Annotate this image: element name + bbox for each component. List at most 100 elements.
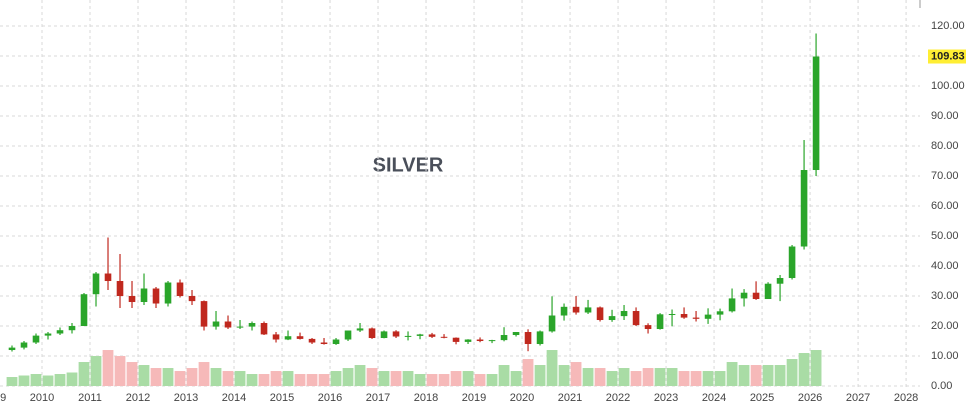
candle-body (560, 306, 568, 316)
candle-body (608, 316, 616, 321)
candle-body (428, 334, 436, 337)
candle-body (260, 323, 268, 335)
volume-bar (102, 350, 114, 387)
candle-body (452, 337, 460, 342)
candle-body (728, 298, 736, 312)
volume-bar (318, 374, 330, 387)
candle-body (716, 311, 724, 315)
volume-bar (78, 362, 90, 387)
x-tick-label: 2012 (126, 392, 150, 404)
x-tick-label: 2023 (654, 392, 678, 404)
candle-body (176, 282, 184, 297)
y-tick-label: 120.00 (931, 20, 965, 32)
candle-body (812, 56, 820, 171)
volume-bar (726, 362, 738, 387)
volume-bar (306, 374, 318, 387)
candle-body (620, 311, 628, 317)
volume-bar (270, 371, 282, 387)
volume-bar (690, 371, 702, 387)
y-tick-label: 40.00 (931, 260, 959, 272)
candle-body (524, 332, 532, 345)
volume-bar (570, 362, 582, 387)
candle-body (692, 317, 700, 319)
volume-bar (42, 375, 54, 387)
volume-bar (654, 368, 666, 387)
last-price-label: 109.83 (931, 50, 965, 62)
x-tick-label: 2017 (366, 392, 390, 404)
candle-body (32, 335, 40, 343)
candle-body (800, 170, 808, 247)
x-tick-label: 2022 (606, 392, 630, 404)
candle-body (440, 336, 448, 338)
volume-bar (138, 365, 150, 387)
x-tick-label: 2016 (318, 392, 342, 404)
x-tick-label: 2021 (558, 392, 582, 404)
candle-body (644, 325, 652, 330)
volume-bar (426, 374, 438, 387)
x-tick-label: 2024 (702, 392, 726, 404)
candle-body (68, 326, 76, 331)
x-tick-label: 2027 (846, 392, 870, 404)
candle-body (332, 339, 340, 345)
candle-body (488, 340, 496, 342)
candle-body (80, 294, 88, 327)
candle-body (296, 336, 304, 339)
volume-bar (282, 371, 294, 387)
candle-body (464, 339, 472, 342)
y-tick-label: 10.00 (931, 350, 959, 362)
candle-body (632, 311, 640, 326)
candle-body (572, 306, 580, 313)
volume-bar (798, 353, 810, 387)
candle-body (236, 326, 244, 328)
candle-body (668, 314, 676, 316)
volume-bar (126, 362, 138, 387)
volume-bar (522, 359, 534, 387)
volume-bar (618, 368, 630, 387)
volume-bar (18, 375, 30, 387)
candle-body (128, 296, 136, 303)
candle-body (752, 292, 760, 300)
volume-bar (582, 368, 594, 387)
candle-body (404, 335, 412, 337)
candle-body (368, 328, 376, 339)
volume-bar (630, 371, 642, 387)
candle-body (500, 335, 508, 341)
last-price-box (928, 49, 966, 64)
x-tick-label: 2013 (174, 392, 198, 404)
candle-body (248, 323, 256, 327)
candle-body (200, 301, 208, 327)
volume-bar (474, 374, 486, 387)
volume-bar (162, 368, 174, 387)
x-tick-label: 2019 (462, 392, 486, 404)
volume-bar (786, 359, 798, 387)
candle-body (344, 330, 352, 340)
y-tick-label: 60.00 (931, 200, 959, 212)
candle-body (284, 336, 292, 340)
candle-body (380, 331, 388, 339)
x-tick-label: 2028 (894, 392, 918, 404)
chart-title: SILVER (373, 154, 444, 176)
candle-body (164, 282, 172, 304)
candle-body (788, 246, 796, 279)
volume-bar (594, 368, 606, 387)
y-tick-label: 70.00 (931, 170, 959, 182)
volume-bar (246, 374, 258, 387)
volume-bar (438, 374, 450, 387)
volume-bar (462, 371, 474, 387)
volume-bar (606, 371, 618, 387)
volume-bar (702, 371, 714, 387)
volume-bar (114, 356, 126, 387)
volume-bar (210, 368, 222, 387)
volume-bar (222, 371, 234, 387)
candle-body (416, 334, 424, 336)
x-tick-label: 2009 (0, 392, 6, 404)
candle-body (8, 347, 16, 351)
volume-bar (738, 365, 750, 387)
candle-body (356, 328, 364, 331)
candle-body (776, 278, 784, 284)
x-tick-label: 2026 (798, 392, 822, 404)
volume-bar (390, 371, 402, 387)
volume-bar (342, 368, 354, 387)
volume-bar (174, 371, 186, 387)
